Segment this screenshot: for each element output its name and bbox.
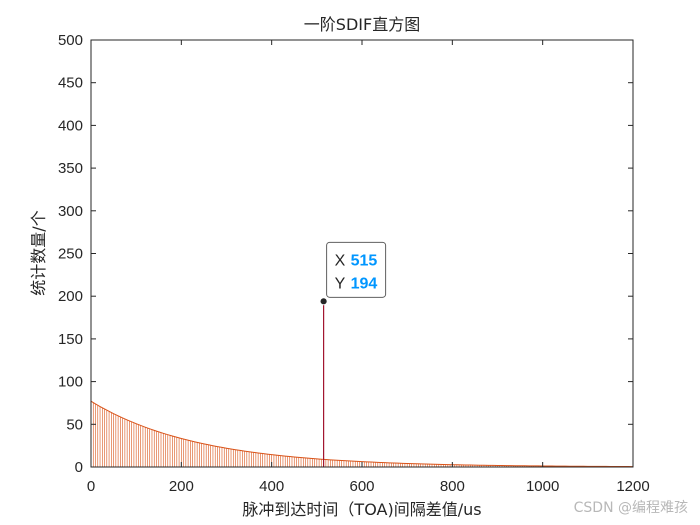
tick-layer: 0 200 400 600 800 1000 1200 0 50 100 150 200 250 300 3… [58, 32, 650, 495]
datatip-x-label: X [335, 252, 346, 269]
y-tick-label: 300 [58, 203, 83, 220]
y-axis-label: 统计数量/个 [29, 210, 48, 295]
x-tick-label: 800 [440, 478, 465, 495]
x-tick-label: 200 [169, 478, 194, 495]
y-tick-label: 150 [58, 331, 83, 348]
y-tick-label: 50 [66, 416, 83, 433]
y-tick-label: 100 [58, 374, 83, 391]
x-tick-label: 600 [349, 478, 374, 495]
y-tick-label: 0 [75, 459, 83, 476]
datatip-y-label: Y [335, 275, 346, 292]
datatip-y-value: 194 [351, 275, 378, 292]
y-tick-label: 400 [58, 117, 83, 134]
x-tick-label: 1200 [616, 478, 649, 495]
x-tick-label: 1000 [526, 478, 559, 495]
y-tick-label: 200 [58, 288, 83, 305]
y-tick-label: 250 [58, 246, 83, 263]
data-tip[interactable]: X 515 Y 194 [319, 241, 387, 306]
chart-title: 一阶SDIF直方图 [304, 15, 420, 34]
datatip-marker[interactable] [319, 297, 328, 306]
decay-series [90, 400, 634, 468]
datatip-box [326, 241, 387, 298]
x-tick-label: 0 [87, 478, 95, 495]
y-tick-label: 350 [58, 160, 83, 177]
y-tick-label: 450 [58, 75, 83, 92]
x-tick-label: 400 [259, 478, 284, 495]
y-tick-label: 500 [58, 32, 83, 49]
watermark: CSDN @编程难孩 [574, 500, 688, 516]
x-axis-label: 脉冲到达时间（TOA)间隔差值/us [242, 500, 481, 519]
datatip-x-value: 515 [351, 252, 378, 269]
series-layer [90, 301, 634, 468]
